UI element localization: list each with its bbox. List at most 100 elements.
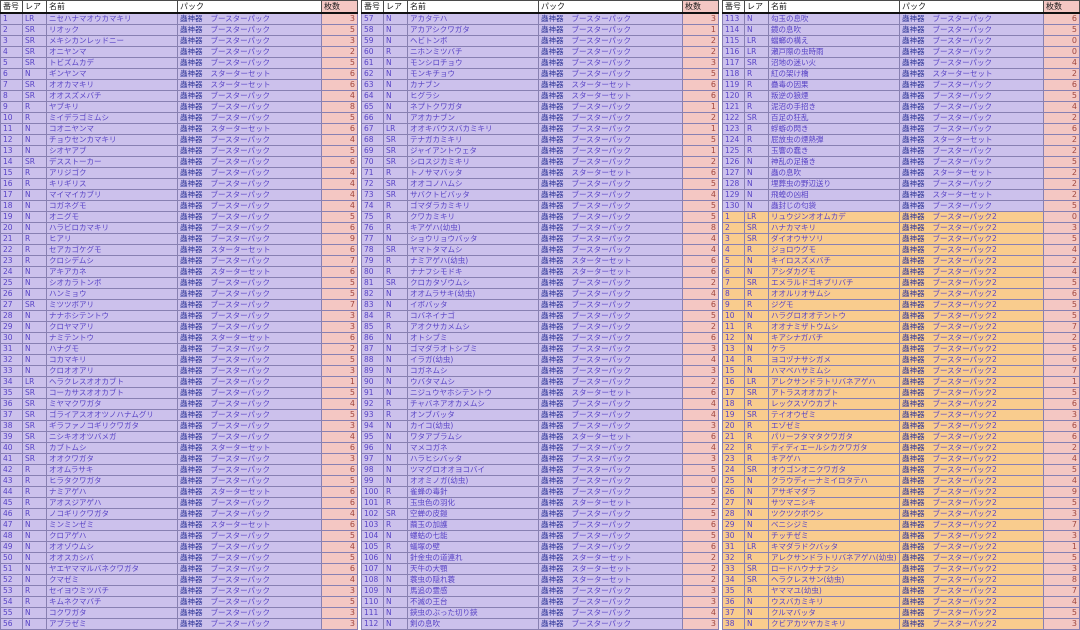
rarity-cell: SR (744, 563, 769, 575)
brand-label: 蟲神器 (541, 553, 564, 563)
card-name-cell: ツマグロオオヨコバイ (407, 464, 539, 476)
card-name-cell: クルマバッタ (768, 607, 900, 619)
pack-cell: 蟲神器 ブースターパック2 (899, 508, 1044, 520)
rarity-cell: LR (744, 541, 769, 553)
card-name-cell: クロヤマアリ (46, 321, 178, 333)
pack-name-label: ブースターパック (932, 113, 993, 123)
card-name-cell: カイコ(幼虫) (407, 420, 539, 432)
brand-label: 蟲神器 (902, 36, 925, 46)
table-row: 28 N ツクツクボウシ 蟲神器 ブースターパック2 3 (722, 508, 1080, 520)
card-name-cell: 沼地の迷い火 (768, 57, 900, 69)
rarity-cell: R (744, 552, 769, 564)
card-name-cell: ヤエヤママルバネクワガタ (46, 563, 178, 575)
pack-name-label: ブースターパック (210, 586, 271, 596)
rarity-cell: R (22, 475, 47, 487)
pack-name-label: ブースターパック (932, 91, 993, 101)
pack-cell: 蟲神器 スターターセット (538, 552, 683, 564)
card-name-cell: テナガカミキリ (407, 134, 539, 146)
rarity-cell: SR (744, 574, 769, 586)
brand-label: 蟲神器 (902, 344, 925, 354)
pack-name-label: ブースターパック (210, 58, 271, 68)
brand-label: 蟲神器 (902, 212, 925, 222)
quantity-cell: 1 (1043, 376, 1080, 388)
pack-name-label: ブースターパック (571, 36, 632, 46)
quantity-cell: 5 (682, 464, 719, 476)
brand-label: 蟲神器 (541, 333, 564, 343)
table-row: 57 N アカタテハ 蟲神器 ブースターパック 3 (361, 12, 719, 25)
quantity-cell: 6 (1043, 398, 1080, 410)
quantity-cell: 5 (321, 552, 358, 564)
card-name-cell: ミンミンゼミ (46, 519, 178, 531)
column-header-pack: パック (177, 0, 322, 14)
table-row: 89 N コガネムシ 蟲神器 ブースターパック 3 (361, 365, 719, 377)
table-row: 108 N 蓑虫の隠れ蓑 蟲神器 スターターセット 2 (361, 574, 719, 586)
quantity-cell: 5 (682, 486, 719, 498)
pack-cell: 蟲神器 ブースターパック (177, 178, 322, 190)
table-row: 63 N カナブン 蟲神器 スターターセット 6 (361, 79, 719, 91)
pack-cell: 蟲神器 ブースターパック (538, 189, 683, 201)
pack-cell: 蟲神器 ブースターパック (177, 585, 322, 597)
table-row: 82 N オオムラサキ(幼虫) 蟲神器 ブースターパック 4 (361, 288, 719, 300)
card-number-cell: 127 (722, 167, 745, 179)
card-name-cell: マメコガネ (407, 442, 539, 454)
card-name-cell: オニヤンマ (46, 46, 178, 58)
brand-label: 蟲神器 (541, 575, 564, 585)
quantity-cell: 6 (682, 332, 719, 344)
pack-cell: 蟲神器 ブースターパック (538, 178, 683, 190)
brand-label: 蟲神器 (541, 377, 564, 387)
pack-name-label: ブースターパック2 (932, 608, 997, 618)
table-row: 46 R ノコギリクワガタ 蟲神器 ブースターパック 4 (0, 508, 358, 520)
rarity-cell: N (383, 365, 408, 377)
table-row: 19 SR テイオウゼミ 蟲神器 ブースターパック2 3 (722, 409, 1080, 421)
pack-name-label: スターターセット (210, 80, 271, 90)
brand-label: 蟲神器 (180, 289, 203, 299)
pack-cell: 蟲神器 ブースターパック2 (899, 222, 1044, 234)
pack-cell: 蟲神器 ブースターパック (177, 409, 322, 421)
pack-name-label: ブースターパック2 (932, 377, 997, 387)
card-name-cell: オオスズメバチ (46, 90, 178, 102)
quantity-cell: 3 (321, 453, 358, 465)
pack-name-label: スターターセット (932, 135, 993, 145)
table-row: 3 SR ダイオウサソリ 蟲神器 ブースターパック2 5 (722, 233, 1080, 245)
pack-cell: 蟲神器 ブースターパック2 (899, 343, 1044, 355)
pack-name-label: ブースターパック2 (932, 619, 997, 629)
card-name-cell: 蟻塚の壁 (407, 541, 539, 553)
table-row: 83 N イボバッタ 蟲神器 ブースターパック 6 (361, 299, 719, 311)
card-number-cell: 3 (722, 233, 745, 245)
card-number-cell: 57 (361, 12, 384, 25)
pack-name-label: ブースターパック2 (932, 333, 997, 343)
quantity-cell: 6 (682, 255, 719, 267)
pack-name-label: ブースターパック (210, 201, 271, 211)
card-number-cell: 74 (361, 200, 384, 212)
rarity-cell: LR (744, 376, 769, 388)
card-number-cell: 98 (361, 464, 384, 476)
quantity-cell: 5 (1043, 299, 1080, 311)
table-row: 36 SR ミヤマクワガタ 蟲神器 ブースターパック 4 (0, 398, 358, 410)
pack-cell: 蟲神器 スターターセット (177, 266, 322, 278)
brand-label: 蟲神器 (541, 146, 564, 156)
card-name-cell: 剣の息吹 (407, 618, 539, 630)
rarity-cell: R (22, 101, 47, 113)
pack-name-label: ブースターパック (210, 91, 271, 101)
card-number-cell: 81 (361, 277, 384, 289)
card-number-cell: 96 (361, 442, 384, 454)
card-number-cell: 111 (361, 607, 384, 619)
pack-name-label: ブースターパック2 (932, 597, 997, 607)
pack-name-label: ブースターパック (210, 575, 271, 585)
card-number-cell: 52 (0, 574, 23, 586)
pack-name-label: ブースターパック (210, 168, 271, 178)
card-number-cell: 21 (0, 233, 23, 245)
card-number-cell: 20 (0, 222, 23, 234)
table-row: 31 N ハナグモ 蟲神器 ブースターパック 2 (0, 343, 358, 355)
quantity-cell: 5 (321, 24, 358, 36)
table-row: 5 SR トビズムカデ 蟲神器 ブースターパック 5 (0, 57, 358, 69)
rarity-cell: R (22, 244, 47, 256)
rarity-cell: N (744, 343, 769, 355)
table-row: 87 N ゴマダラオトシブミ 蟲神器 ブースターパック 3 (361, 343, 719, 355)
card-name-cell: ニセハナマオウカマキリ (46, 12, 178, 25)
pack-cell: 蟲神器 ブースターパック (177, 156, 322, 168)
pack-name-label: ブースターパック (210, 278, 271, 288)
table-row: 11 R オオナミザトウムシ 蟲神器 ブースターパック2 7 (722, 321, 1080, 333)
rarity-cell: SR (22, 90, 47, 102)
card-number-cell: 23 (722, 453, 745, 465)
